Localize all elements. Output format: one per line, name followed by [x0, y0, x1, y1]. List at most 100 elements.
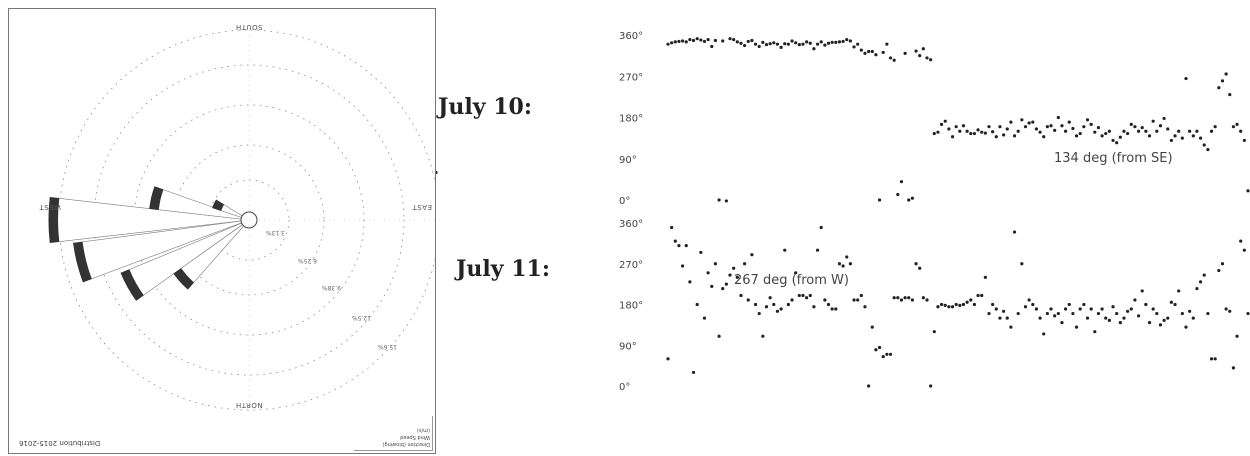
data-point	[994, 135, 998, 139]
data-point	[695, 37, 699, 41]
data-point	[1020, 118, 1024, 122]
data-point	[932, 131, 936, 136]
data-point	[943, 303, 947, 308]
data-point	[721, 39, 725, 43]
data-point	[841, 39, 845, 44]
data-point	[1184, 76, 1188, 81]
data-point	[1115, 311, 1119, 316]
data-point	[1195, 129, 1199, 133]
data-point	[1151, 307, 1155, 311]
data-point	[1049, 124, 1053, 128]
data-point	[848, 262, 852, 266]
data-point	[724, 199, 728, 203]
july11-annotation: 267 deg (from W)	[734, 273, 849, 288]
data-point	[965, 129, 969, 133]
data-point	[950, 135, 955, 139]
data-point	[823, 43, 827, 47]
data-point	[910, 196, 915, 200]
data-point	[1242, 138, 1246, 143]
data-point	[1027, 298, 1031, 302]
data-point	[987, 311, 991, 316]
data-point	[1115, 141, 1119, 145]
data-point	[936, 305, 940, 309]
data-point	[1122, 316, 1126, 320]
data-point	[874, 53, 878, 57]
data-point	[797, 43, 801, 47]
data-point	[1038, 130, 1042, 134]
data-point	[881, 50, 885, 55]
data-point	[954, 302, 958, 307]
data-point	[845, 37, 849, 42]
data-point	[1224, 307, 1228, 311]
data-point	[746, 298, 750, 302]
data-point	[859, 293, 863, 298]
data-point	[1045, 125, 1049, 129]
data-point	[1016, 129, 1020, 133]
data-point	[790, 298, 794, 302]
legend-line: (m/s)	[416, 427, 430, 433]
data-point	[852, 298, 856, 302]
data-point	[1155, 129, 1159, 133]
y-tick-label: 90°	[619, 155, 637, 166]
data-point	[1158, 124, 1163, 128]
data-point	[757, 311, 761, 316]
data-point	[713, 262, 718, 266]
data-point	[1140, 289, 1144, 293]
data-point	[1096, 125, 1101, 130]
ring-label: 3.13%	[266, 229, 285, 236]
data-point	[1231, 366, 1236, 370]
data-point	[775, 42, 780, 46]
data-point	[907, 198, 911, 202]
wind-rose-panel: SOUTH NORTH WEST EAST 3.13% 6.25% 9.38% …	[8, 8, 436, 454]
data-point	[1126, 131, 1130, 136]
data-point	[1213, 357, 1217, 361]
data-point	[779, 45, 783, 49]
data-point	[1224, 72, 1228, 76]
data-point	[848, 39, 852, 43]
data-point	[896, 296, 900, 300]
data-point	[1235, 334, 1239, 338]
data-point	[670, 41, 674, 45]
data-point	[1118, 135, 1122, 139]
data-point	[819, 40, 823, 44]
data-point	[961, 124, 966, 128]
y-tick-label: 0°	[619, 196, 630, 207]
data-point	[1049, 307, 1053, 311]
data-point	[1031, 120, 1035, 124]
data-point	[684, 244, 688, 248]
data-point	[1151, 119, 1155, 123]
data-point	[1217, 86, 1221, 90]
data-point	[1107, 318, 1111, 322]
data-point	[1184, 325, 1188, 329]
data-point	[757, 44, 761, 49]
compass-label-bottom: NORTH	[235, 401, 262, 409]
data-point	[1246, 311, 1250, 316]
y-tick-label: 270°	[619, 72, 643, 83]
data-point	[794, 271, 798, 275]
data-point	[801, 293, 805, 298]
data-point	[972, 302, 977, 307]
data-point	[885, 352, 889, 356]
data-point	[1016, 311, 1020, 316]
y-tick-label: 360°	[619, 219, 643, 230]
data-point	[1206, 147, 1210, 152]
data-point	[753, 42, 758, 46]
data-point	[1217, 268, 1221, 273]
data-point	[1239, 129, 1243, 133]
data-point	[768, 296, 772, 300]
data-point	[1085, 316, 1090, 320]
data-point	[1198, 136, 1203, 140]
data-point	[1228, 92, 1232, 97]
data-point	[939, 302, 944, 307]
data-point	[1005, 127, 1009, 131]
data-point	[987, 125, 991, 129]
data-point	[728, 37, 732, 41]
wind-rose-petal-cap	[173, 268, 195, 290]
y-tick-label: 360°	[619, 31, 643, 42]
data-point	[1122, 129, 1126, 133]
data-point	[1162, 116, 1166, 121]
data-point	[1100, 134, 1104, 138]
data-point	[677, 244, 681, 248]
ring-label: 15.6%	[378, 343, 397, 350]
data-point	[823, 298, 827, 302]
